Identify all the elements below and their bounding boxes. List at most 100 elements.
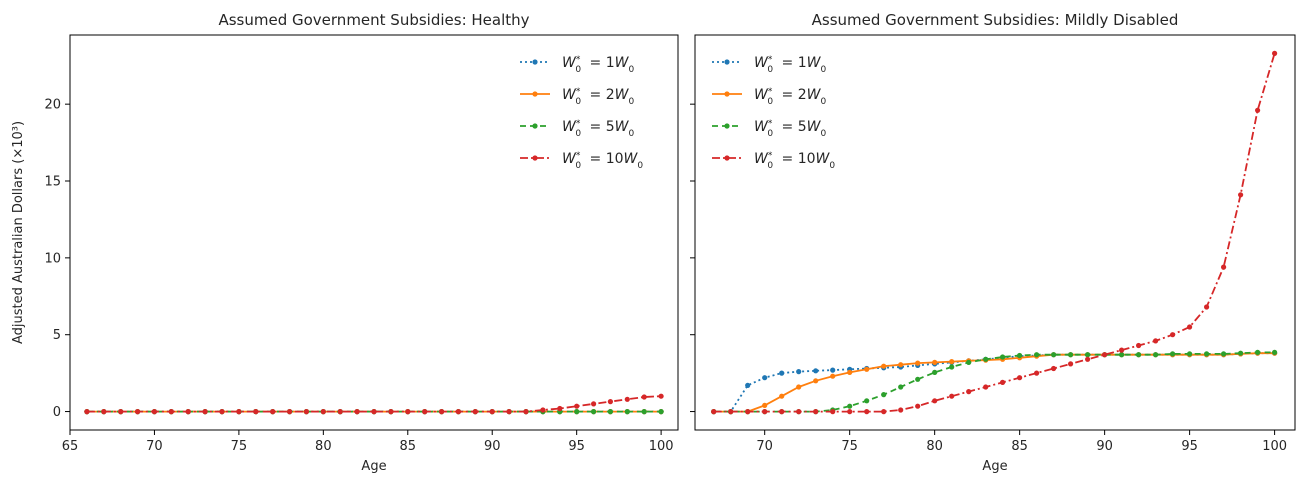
- data-point: [1051, 352, 1057, 358]
- legend-marker: [532, 123, 538, 129]
- data-point: [745, 409, 751, 415]
- data-point: [574, 403, 580, 409]
- legend-label: W* 0 = 10W0: [754, 151, 835, 171]
- data-point: [84, 409, 90, 415]
- data-point: [455, 409, 461, 415]
- data-point: [405, 409, 411, 415]
- data-point: [779, 393, 785, 399]
- data-point: [1102, 352, 1108, 358]
- data-point: [949, 393, 955, 399]
- data-point: [762, 375, 768, 381]
- data-point: [1170, 351, 1176, 357]
- data-point: [762, 402, 768, 408]
- data-point: [830, 373, 836, 379]
- data-point: [932, 369, 938, 375]
- data-point: [830, 409, 836, 415]
- legend: W* 0 = 1W0 W* 0 = 2W0 W* 0 = 5W0 W* 0 = 10W0: [712, 55, 835, 171]
- x-tick-label: 70: [756, 439, 773, 454]
- data-point: [915, 403, 921, 409]
- legend-marker: [724, 91, 730, 97]
- data-point: [1187, 324, 1193, 330]
- y-tick-label: 10: [44, 251, 61, 266]
- data-point: [1136, 352, 1142, 358]
- data-point: [624, 396, 630, 402]
- data-point: [864, 409, 870, 415]
- data-point: [728, 409, 734, 415]
- data-point: [881, 392, 887, 398]
- data-point: [354, 409, 360, 415]
- data-point: [1017, 375, 1023, 381]
- legend-label: W* 0 = 1W0: [754, 55, 826, 75]
- data-point: [1119, 347, 1125, 353]
- data-point: [624, 409, 630, 415]
- data-point: [523, 409, 529, 415]
- data-point: [287, 409, 293, 415]
- data-point: [983, 384, 989, 390]
- data-point: [658, 393, 664, 399]
- data-point: [1187, 351, 1193, 357]
- data-point: [641, 409, 647, 415]
- data-point: [1085, 352, 1091, 358]
- data-point: [1170, 332, 1176, 338]
- x-axis-label: Age: [361, 459, 386, 474]
- x-tick-label: 75: [841, 439, 858, 454]
- data-point: [881, 363, 887, 369]
- legend-marker: [532, 91, 538, 97]
- data-point: [540, 407, 546, 413]
- x-tick-label: 75: [231, 439, 248, 454]
- data-point: [219, 409, 225, 415]
- data-point: [762, 409, 768, 415]
- data-point: [898, 407, 904, 413]
- legend-marker: [532, 59, 538, 65]
- data-point: [101, 409, 107, 415]
- data-point: [1255, 107, 1261, 113]
- data-point: [949, 364, 955, 370]
- data-point: [658, 409, 664, 415]
- data-point: [847, 409, 853, 415]
- data-point: [983, 356, 989, 362]
- data-point: [847, 369, 853, 375]
- x-tick-label: 95: [568, 439, 585, 454]
- data-point: [1017, 352, 1023, 359]
- data-point: [303, 409, 309, 415]
- series-line-1: [713, 352, 1275, 413]
- data-point: [1085, 356, 1091, 362]
- data-point: [388, 409, 394, 415]
- x-tick-label: 100: [1262, 439, 1287, 454]
- series-line-5: [713, 351, 1275, 413]
- legend-label: W* 0 = 2W0: [562, 87, 634, 107]
- data-point: [253, 409, 259, 415]
- chart-title: Assumed Government Subsidies: Healthy: [218, 11, 529, 29]
- data-point: [185, 409, 191, 415]
- data-point: [1068, 361, 1074, 367]
- data-point: [779, 409, 785, 415]
- data-point: [813, 368, 819, 374]
- series-line-2: [713, 352, 1275, 413]
- data-point: [898, 384, 904, 390]
- data-point: [915, 360, 921, 366]
- data-point: [641, 394, 647, 400]
- panel-mildly-disabled: Assumed Government Subsidies: Mildly Dis…: [690, 11, 1296, 474]
- legend-marker: [532, 155, 538, 161]
- legend-label: W* 0 = 5W0: [562, 119, 634, 139]
- data-point: [472, 409, 478, 415]
- data-point: [607, 409, 614, 415]
- data-point: [557, 405, 563, 412]
- legend-label: W* 0 = 5W0: [754, 119, 826, 139]
- data-point: [1000, 354, 1006, 360]
- data-point: [607, 399, 614, 405]
- data-point: [1238, 350, 1244, 356]
- y-tick-label: 5: [53, 328, 61, 343]
- data-point: [1272, 50, 1278, 57]
- data-point: [574, 409, 580, 415]
- data-point: [966, 359, 972, 365]
- data-point: [1153, 352, 1159, 358]
- data-point: [1000, 379, 1006, 385]
- data-point: [1204, 304, 1210, 310]
- y-tick-label: 0: [53, 405, 61, 420]
- data-point: [202, 409, 208, 415]
- data-point: [320, 409, 326, 415]
- data-point: [118, 409, 124, 415]
- legend: W* 0 = 1W0 W* 0 = 2W0 W* 0 = 5W0 W* 0 = 10W0: [520, 55, 643, 171]
